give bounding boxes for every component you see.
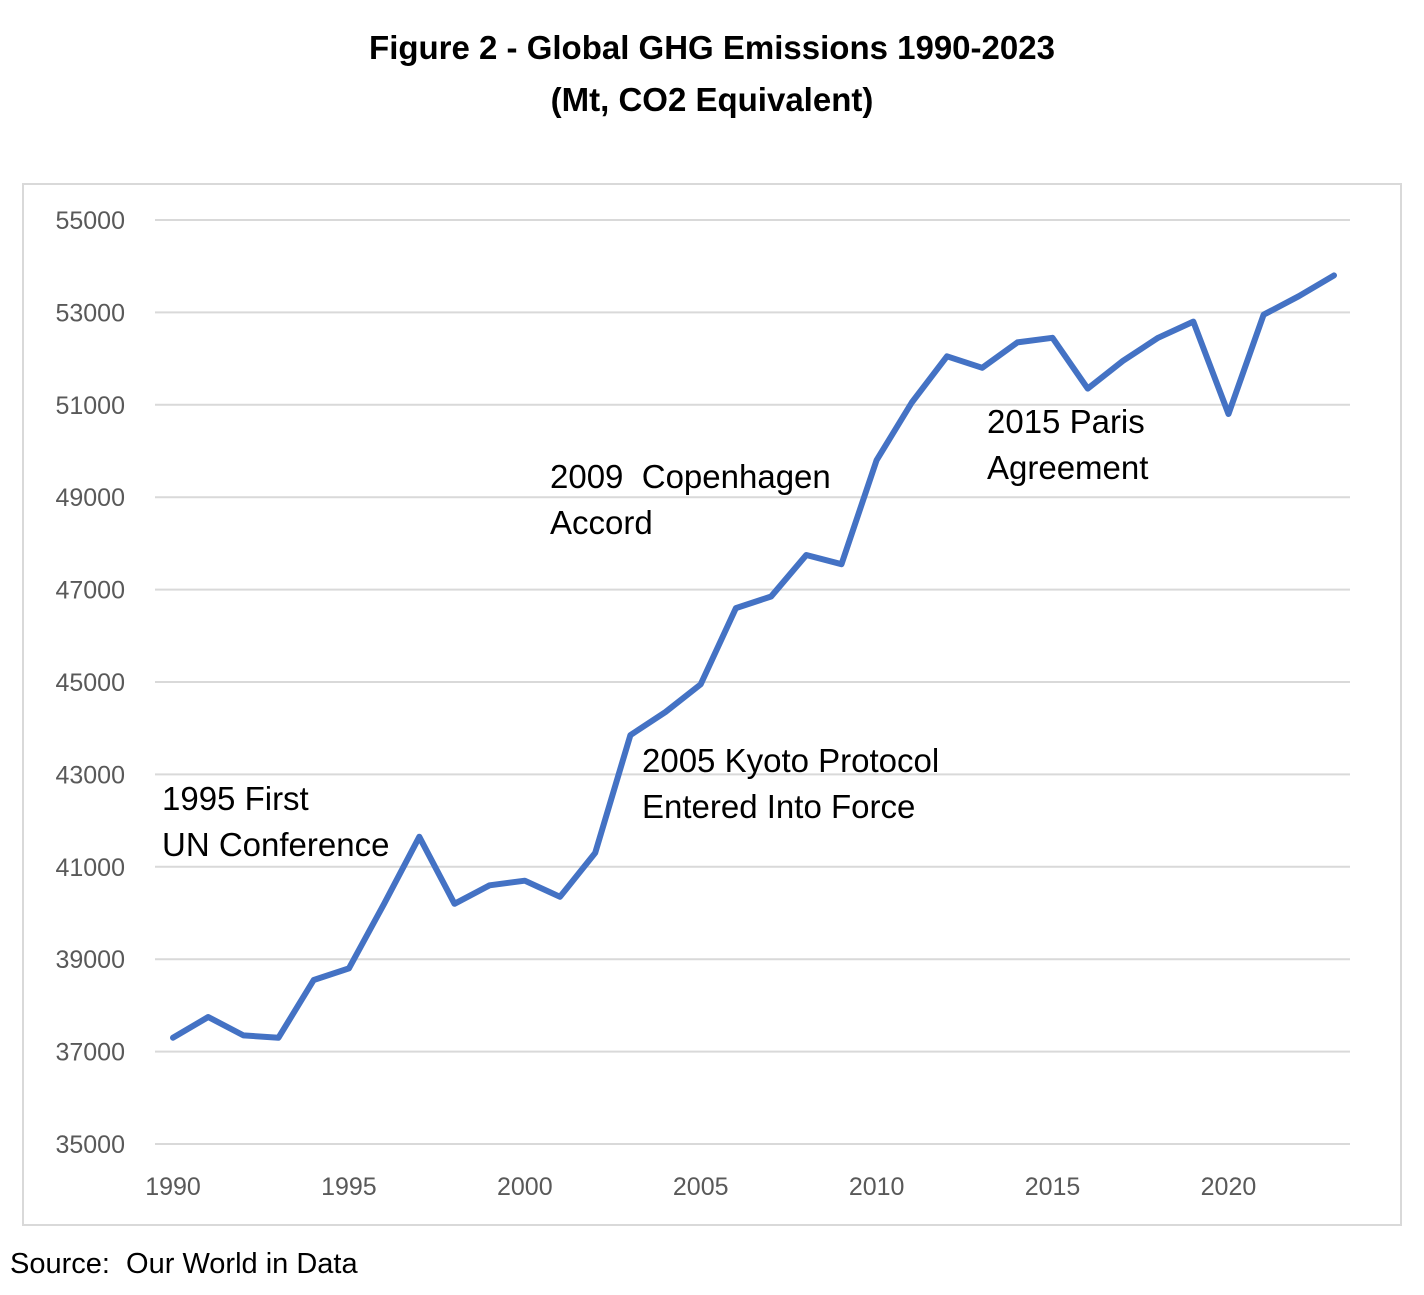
data-point-2018 [1156,336,1160,340]
x-tick-label: 2020 [1201,1173,1257,1201]
y-tick-label: 41000 [55,854,125,882]
x-tick-label: 2015 [1025,1173,1081,1201]
x-axis-ticks: 1990 1995 2000 2005 2010 2015 2020 [145,1173,1256,1201]
annotation-line: UN Conference [162,826,389,863]
annotation-line: 2009 Copenhagen [550,458,831,495]
annotation-line: Entered Into Force [642,788,915,825]
y-axis-ticks: 55000 53000 51000 49000 47000 45000 43000 41000… [55,207,125,1159]
series-layer [170,272,1337,1041]
data-point-2014 [1015,340,1019,344]
chart-title: Figure 2 - Global GHG Emissions 1990-202… [369,29,1055,66]
data-point-1998 [453,902,456,906]
x-tick-label: 2010 [849,1173,905,1201]
annotation-line: 2015 Paris [987,403,1145,440]
y-tick-label: 39000 [55,946,125,974]
annotation-line: Agreement [987,449,1148,486]
y-tick-label: 55000 [55,207,125,235]
y-tick-label: 53000 [55,299,125,327]
data-point-2001 [558,895,562,899]
annotation-line: 2005 Kyoto Protocol [642,742,939,779]
data-point-1994 [312,978,316,982]
data-point-2000 [523,879,527,883]
data-point-1995 [347,966,351,970]
data-point-1992 [241,1033,245,1037]
y-tick-label: 51000 [55,392,125,420]
data-point-2019 [1191,320,1195,324]
x-tick-label: 2000 [497,1173,553,1201]
data-point-2022 [1297,294,1301,298]
data-point-2002 [593,851,597,855]
chart-frame [22,183,1402,1226]
data-point-2006 [734,606,738,610]
data-point-2010 [875,458,879,462]
y-tick-label: 37000 [55,1039,125,1067]
data-point-2004 [664,710,667,714]
annotation-line: 1995 First [162,780,309,817]
data-point-1996 [382,902,386,906]
y-tick-label: 35000 [55,1131,125,1159]
series-line-0 [170,272,1337,1041]
y-tick-label: 49000 [55,484,125,512]
chart-subtitle: (Mt, CO2 Equivalent) [550,81,874,118]
data-point-2021 [1262,313,1266,317]
data-point-2005 [699,682,703,686]
source-note: Source: Our World in Data [10,1248,358,1280]
data-point-1991 [206,1015,210,1019]
data-point-2023 [1332,273,1336,277]
chart-title-block: Figure 2 - Global GHG Emissions 1990-202… [0,22,1424,126]
y-tick-label: 47000 [55,577,125,605]
data-point-2016 [1086,387,1090,391]
y-tick-label: 45000 [55,669,125,697]
y-tick-label: 43000 [55,761,125,789]
data-point-2012 [945,354,949,358]
data-point-2015 [1051,336,1054,340]
data-point-1997 [417,835,421,839]
data-point-2020 [1227,412,1230,416]
gridlines [155,219,1350,1145]
data-point-1990 [171,1036,175,1040]
data-point-2013 [980,366,984,370]
data-point-1993 [277,1036,280,1040]
data-point-2008 [804,553,808,557]
data-point-2017 [1121,359,1125,363]
data-point-2007 [769,595,773,598]
x-tick-label: 2005 [673,1173,729,1201]
data-point-2003 [628,733,632,737]
x-tick-label: 1990 [145,1173,201,1201]
annotation-line: Accord [550,504,653,541]
data-point-2011 [910,401,914,404]
data-point-2009 [840,562,843,566]
annotations: 1995 First UN Conference 2005 Kyoto Protoc… [162,403,1148,863]
data-point-1999 [488,883,492,887]
x-tick-label: 1995 [321,1173,377,1201]
